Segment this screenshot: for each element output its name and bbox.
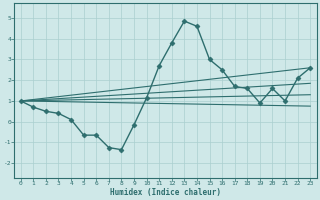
- X-axis label: Humidex (Indice chaleur): Humidex (Indice chaleur): [110, 188, 221, 197]
